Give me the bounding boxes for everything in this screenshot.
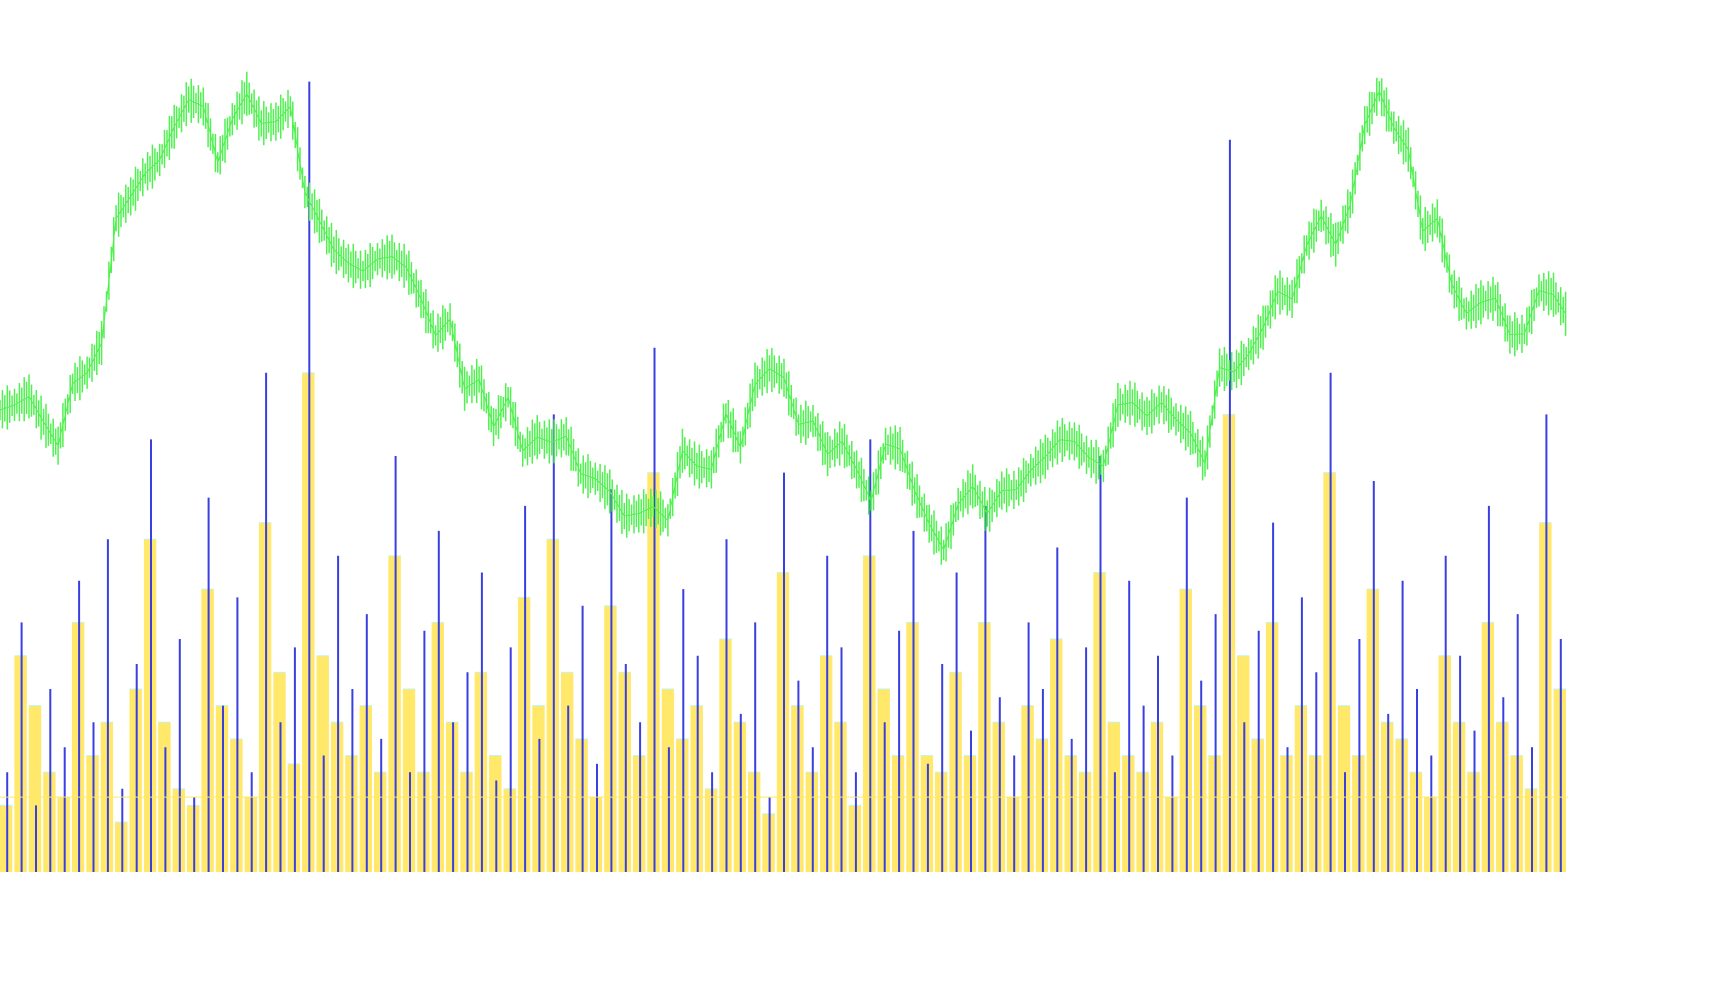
average-volume-bar <box>388 555 401 872</box>
average-volume-bar <box>201 589 214 872</box>
price-line <box>0 89 1567 552</box>
average-volume-bar <box>1035 738 1049 872</box>
volume-bars-series <box>6 81 1562 872</box>
average-volume-bar <box>14 655 27 872</box>
average-volume-bar <box>1352 755 1365 872</box>
average-volume-bar <box>1481 622 1495 872</box>
average-volume-bar <box>1539 522 1552 872</box>
price-series <box>0 71 1567 565</box>
average-volume-bar <box>28 705 42 872</box>
average-volume-bar <box>1165 797 1178 872</box>
average-volume-bar <box>1294 705 1308 872</box>
average-volume-bar <box>258 522 272 872</box>
